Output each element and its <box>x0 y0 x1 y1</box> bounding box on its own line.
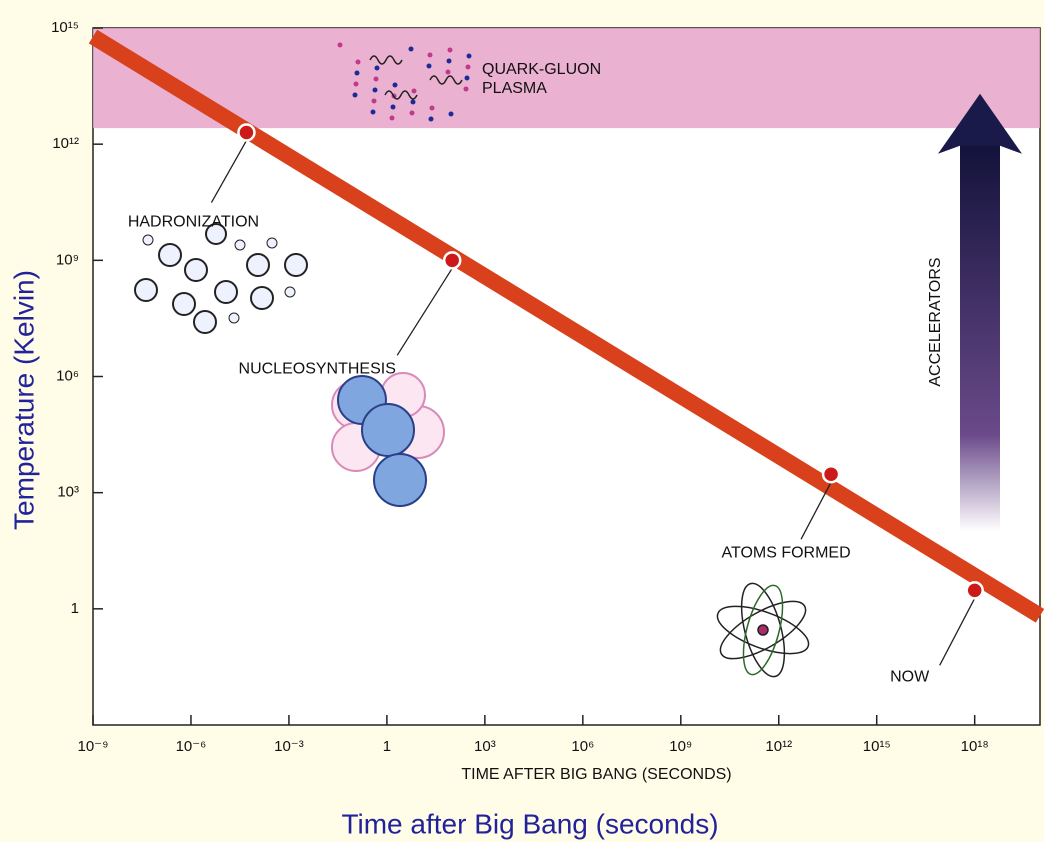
event-label: NOW <box>890 669 930 686</box>
hadron-illustration <box>134 223 308 334</box>
y-tick-label: 10³ <box>57 484 79 501</box>
quark-dot <box>373 76 379 82</box>
x-axis-label: TIME AFTER BIG BANG (SECONDS) <box>461 766 731 783</box>
event-label: HADRONIZATION <box>128 214 259 231</box>
quark-dot <box>466 53 472 59</box>
quark-dot <box>445 69 451 75</box>
gluon <box>384 90 418 100</box>
leader-line <box>800 481 832 540</box>
quark-dot <box>428 116 434 122</box>
event-label: NUCLEOSYNTHESIS <box>239 361 396 378</box>
accelerator-arrow <box>960 143 1000 532</box>
gluon <box>429 75 463 85</box>
quark-dot <box>411 88 417 94</box>
quark-dot <box>426 63 432 69</box>
x-tick-label: 10³ <box>474 738 496 755</box>
x-tick-label: 1 <box>383 738 391 755</box>
plot-area <box>92 27 1041 726</box>
x-tick-label: 10⁶ <box>571 738 594 755</box>
quark-dot <box>465 64 471 70</box>
quark-dot <box>355 59 361 65</box>
leader-line <box>396 267 453 356</box>
leader-line <box>210 140 248 203</box>
x-tick-label: 10⁻³ <box>274 738 304 755</box>
y-tick-label: 10¹² <box>52 135 79 152</box>
quark-dot <box>390 104 396 110</box>
quark-dot <box>447 47 453 53</box>
y-tick-label: 10⁶ <box>56 367 79 384</box>
accelerator-label: ACCELERATORS <box>927 257 944 386</box>
plasma-label: PLASMA <box>482 80 547 97</box>
x-tick-label: 10⁻⁶ <box>176 738 207 755</box>
quark-dot <box>371 98 377 104</box>
quark-dot <box>427 52 433 58</box>
quark-dot <box>429 105 435 111</box>
quark-dot <box>374 65 380 71</box>
quark-dot <box>448 111 454 117</box>
x-tick-label: 10⁻⁹ <box>77 738 108 755</box>
quark-dot <box>392 82 398 88</box>
event-point <box>965 581 984 600</box>
event-point <box>237 123 256 142</box>
quark-dot <box>463 86 469 92</box>
quark-dot <box>408 46 414 52</box>
quark-dot <box>354 70 360 76</box>
quark-dot <box>337 42 343 48</box>
quark-dot <box>389 115 395 121</box>
y-tick-label: 10¹⁵ <box>51 19 79 36</box>
plasma-label: QUARK-GLUON <box>482 61 601 78</box>
y-tick-label: 1 <box>71 600 79 617</box>
accelerator-arrowhead <box>938 93 1022 154</box>
y-title: Temperature (Kelvin) <box>8 270 39 530</box>
x-tick-label: 10¹² <box>765 738 792 755</box>
atom-illustration <box>716 582 810 678</box>
gluon <box>369 55 403 65</box>
quark-dot <box>446 58 452 64</box>
event-label: ATOMS FORMED <box>721 544 850 561</box>
quark-dot <box>409 110 415 116</box>
event-point <box>821 464 841 484</box>
plasma-band <box>93 28 1040 129</box>
nucleus-illustration <box>331 372 445 507</box>
quark-dot <box>464 75 470 81</box>
gluon-illustration <box>337 42 472 122</box>
x-tick-label: 10¹⁵ <box>863 738 891 755</box>
event-point <box>442 251 462 270</box>
x-tick-label: 10⁹ <box>669 738 692 755</box>
quark-dot <box>353 81 359 87</box>
quark-dot <box>352 92 358 98</box>
y-tick-label: 10⁹ <box>56 251 79 268</box>
quark-dot <box>410 99 416 105</box>
leader-line <box>939 598 976 666</box>
quark-dot <box>372 87 378 93</box>
quark-dot <box>370 109 376 115</box>
x-title: Time after Big Bang (seconds) <box>341 808 718 839</box>
x-tick-label: 10¹⁸ <box>961 738 989 755</box>
